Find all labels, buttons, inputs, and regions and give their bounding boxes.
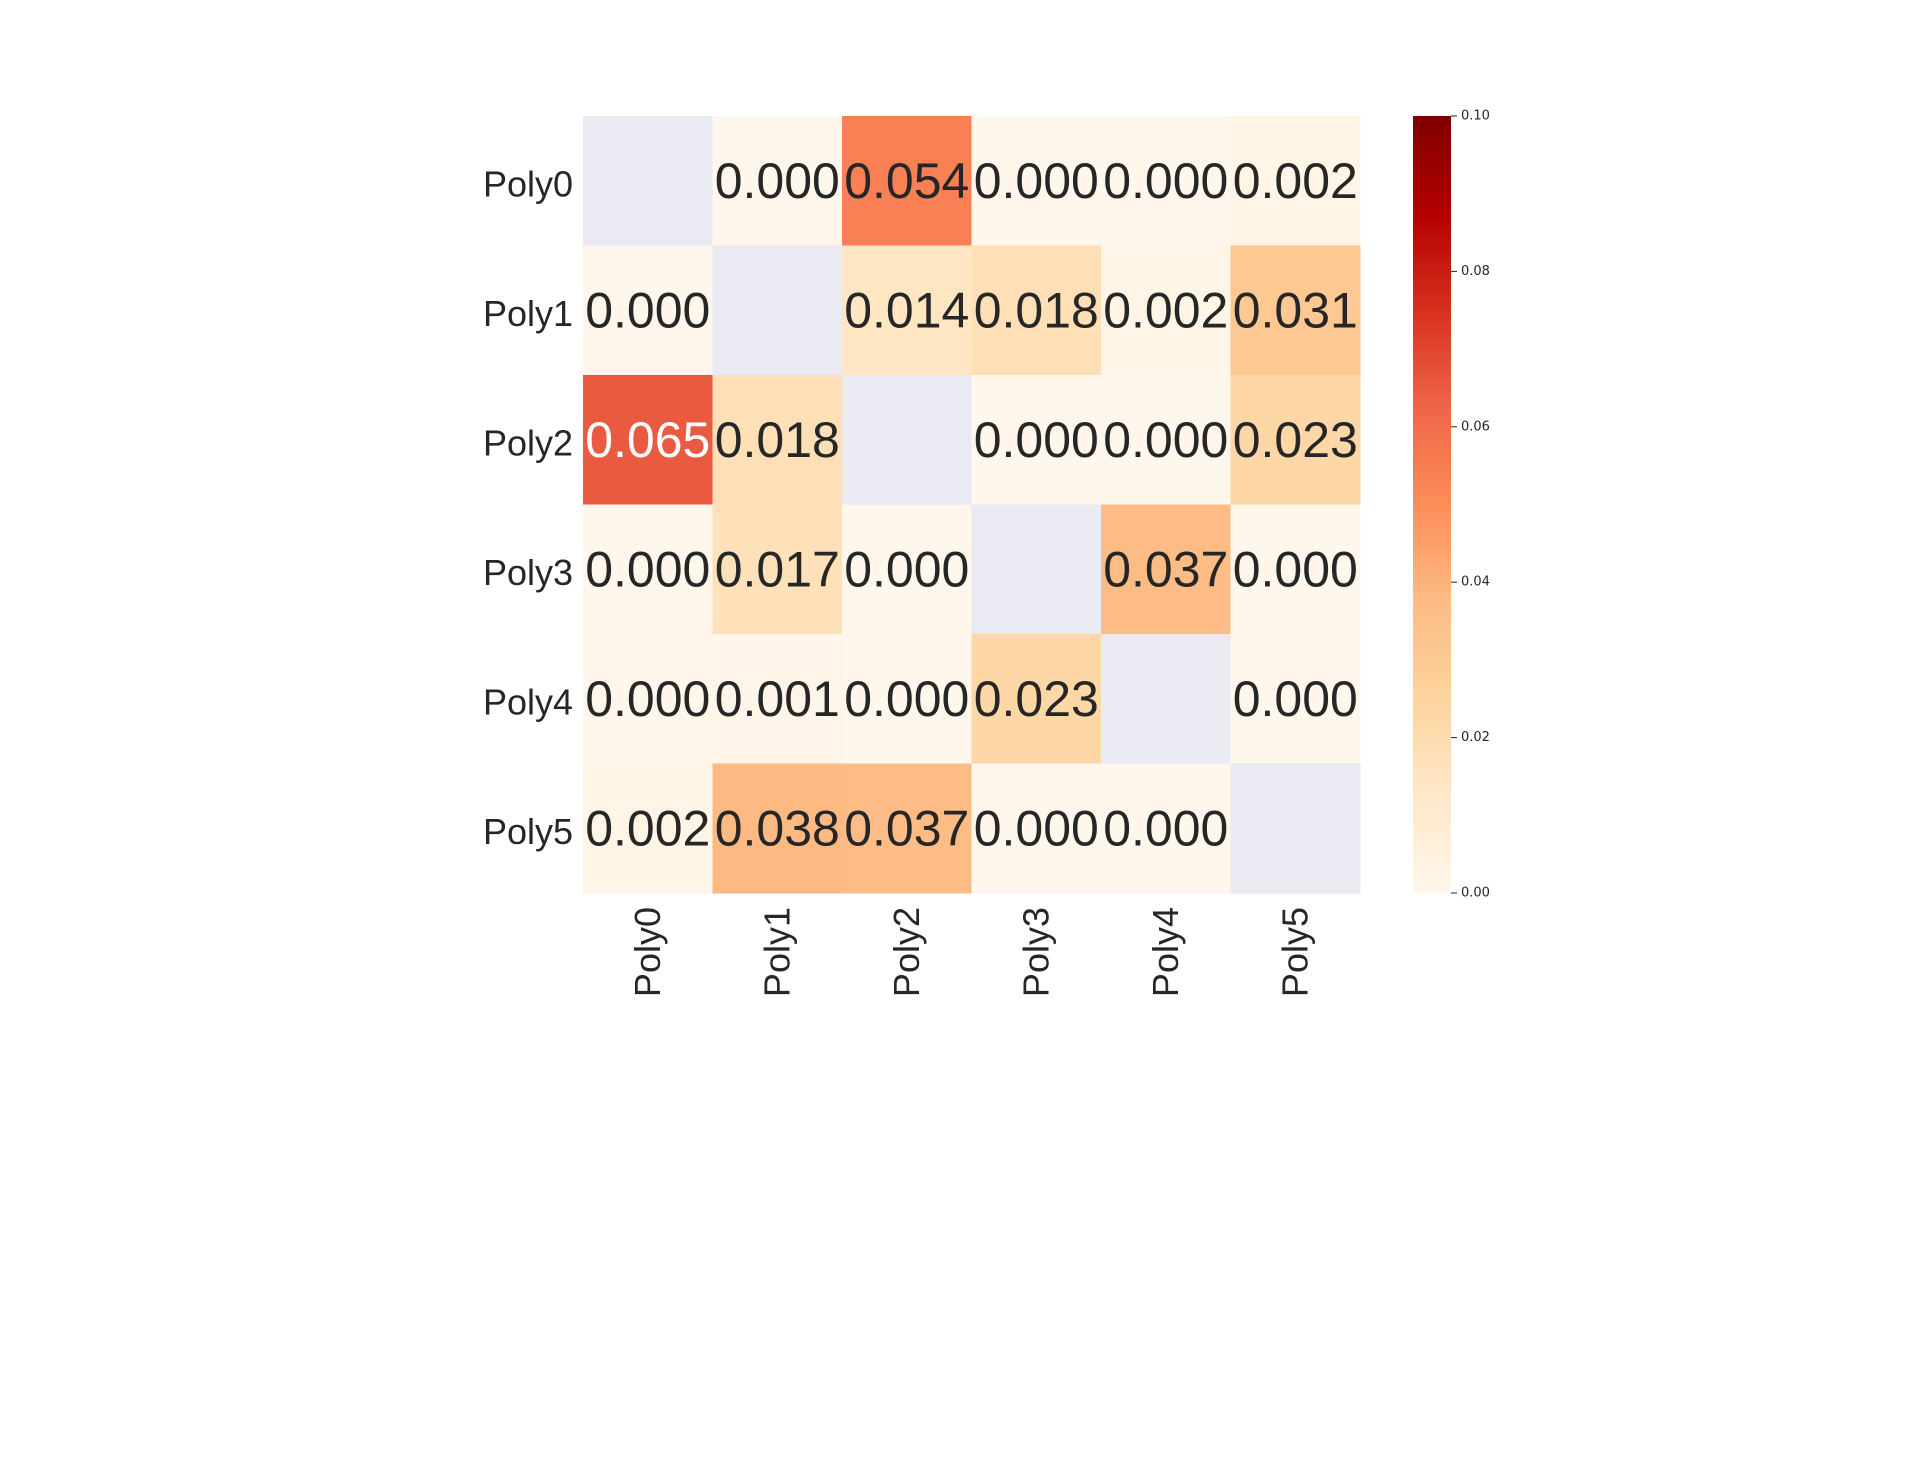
cell-value-label: 0.000	[844, 671, 969, 727]
heatmap-cell-0-3	[971, 116, 1102, 246]
heatmap-cell-3-5	[1230, 504, 1361, 635]
cell-value-label: 0.037	[1103, 541, 1228, 597]
heatmap-cell-5-4	[1101, 763, 1231, 894]
heatmap-cell-2-5	[1230, 375, 1361, 505]
x-axis-tick-labels: Poly0 Poly1 Poly2 Poly3 Poly4 Poly5	[627, 907, 1316, 997]
x-tick-label: Poly5	[1274, 907, 1315, 997]
heatmap-cell-5-3	[971, 763, 1102, 894]
heatmap-cell-0-2	[842, 116, 972, 246]
y-tick-label: Poly5	[483, 811, 573, 852]
heatmap-cell-1-0	[583, 245, 713, 376]
heatmap-cell-5-0	[583, 763, 713, 894]
heatmap-cell-5-2	[842, 763, 972, 894]
x-tick-label: Poly1	[756, 907, 797, 997]
heatmap-cell-2-3	[971, 375, 1102, 505]
heatmap-cell-4-5	[1230, 634, 1361, 764]
cell-value-label: 0.000	[1233, 541, 1358, 597]
cell-value-label: 0.065	[585, 412, 710, 468]
y-tick-label: Poly3	[483, 552, 573, 593]
heatmap-cell-4-1	[712, 634, 843, 764]
heatmap-cell-4-4	[1101, 634, 1231, 764]
colorbar: 0.00 0.02 0.04 0.06 0.08 0.10	[1413, 109, 1490, 901]
cell-value-label: 0.000	[1103, 153, 1228, 209]
cell-value-label: 0.000	[585, 671, 710, 727]
colorbar-tick-label: 0.08	[1461, 264, 1490, 279]
heatmap-cell-3-3	[971, 504, 1102, 635]
cell-value-label: 0.037	[844, 800, 969, 856]
heatmap-cell-2-1	[712, 375, 843, 505]
colorbar-tick-label: 0.10	[1461, 109, 1490, 124]
cell-value-label: 0.000	[1103, 412, 1228, 468]
y-tick-label: Poly4	[483, 681, 573, 722]
cell-value-label: 0.000	[585, 282, 710, 338]
cell-value-label: 0.038	[715, 800, 840, 856]
cell-value-label: 0.001	[715, 671, 840, 727]
cell-value-label: 0.000	[715, 153, 840, 209]
cell-value-label: 0.018	[974, 282, 1099, 338]
cell-value-label: 0.002	[1233, 153, 1358, 209]
heatmap-cell-1-4	[1101, 245, 1231, 376]
heatmap-cell-3-1	[712, 504, 843, 635]
heatmap-cell-1-2	[842, 245, 972, 376]
heatmap-cell-4-0	[583, 634, 713, 764]
y-axis-tick-labels: Poly0 Poly1 Poly2 Poly3 Poly4 Poly5	[483, 163, 573, 852]
x-tick-label: Poly2	[886, 907, 927, 997]
cell-value-label: 0.000	[1103, 800, 1228, 856]
cell-value-label: 0.000	[974, 800, 1099, 856]
colorbar-tick-label: 0.04	[1461, 575, 1490, 590]
heatmap-cell-1-3	[971, 245, 1102, 376]
heatmap-cell-2-2	[842, 375, 972, 505]
y-tick-label: Poly1	[483, 293, 573, 334]
y-tick-label: Poly2	[483, 422, 573, 463]
colorbar-tick-label: 0.00	[1461, 886, 1490, 901]
heatmap-cell-4-2	[842, 634, 972, 764]
cell-value-label: 0.014	[844, 282, 969, 338]
cell-value-label: 0.023	[1233, 412, 1358, 468]
cell-value-label: 0.023	[974, 671, 1099, 727]
heatmap-cell-5-5	[1230, 763, 1361, 894]
x-tick-label: Poly4	[1145, 907, 1186, 997]
cell-value-label: 0.000	[585, 541, 710, 597]
heatmap-cell-3-2	[842, 504, 972, 635]
colorbar-gradient	[1413, 116, 1451, 893]
heatmap-cell-0-0	[583, 116, 713, 246]
cell-value-label: 0.000	[974, 153, 1099, 209]
cell-value-label: 0.018	[715, 412, 840, 468]
cell-value-label: 0.000	[844, 541, 969, 597]
heatmap-cell-2-4	[1101, 375, 1231, 505]
cell-value-label: 0.002	[1103, 282, 1228, 338]
cell-value-label: 0.017	[715, 541, 840, 597]
cell-value-label: 0.031	[1233, 282, 1358, 338]
cell-value-label: 0.054	[844, 153, 969, 209]
heatmap-cell-4-3	[971, 634, 1102, 764]
heatmap-cell-5-1	[712, 763, 843, 894]
heatmap-cell-1-5	[1230, 245, 1361, 376]
cell-value-label: 0.000	[1233, 671, 1358, 727]
x-tick-label: Poly3	[1015, 907, 1056, 997]
heatmap-cell-2-0	[583, 375, 713, 505]
cell-value-label: 0.002	[585, 800, 710, 856]
heatmap-cell-3-0	[583, 504, 713, 635]
heatmap-cell-3-4	[1101, 504, 1231, 635]
colorbar-tick-label: 0.06	[1461, 419, 1490, 434]
colorbar-tick-label: 0.02	[1461, 730, 1490, 745]
heatmap-cell-1-1	[712, 245, 843, 376]
x-tick-label: Poly0	[627, 907, 668, 997]
heatmap-cell-0-1	[712, 116, 843, 246]
heatmap-cell-0-4	[1101, 116, 1231, 246]
y-tick-label: Poly0	[483, 163, 573, 204]
cell-value-label: 0.000	[974, 412, 1099, 468]
heatmap-cell-0-5	[1230, 116, 1361, 246]
